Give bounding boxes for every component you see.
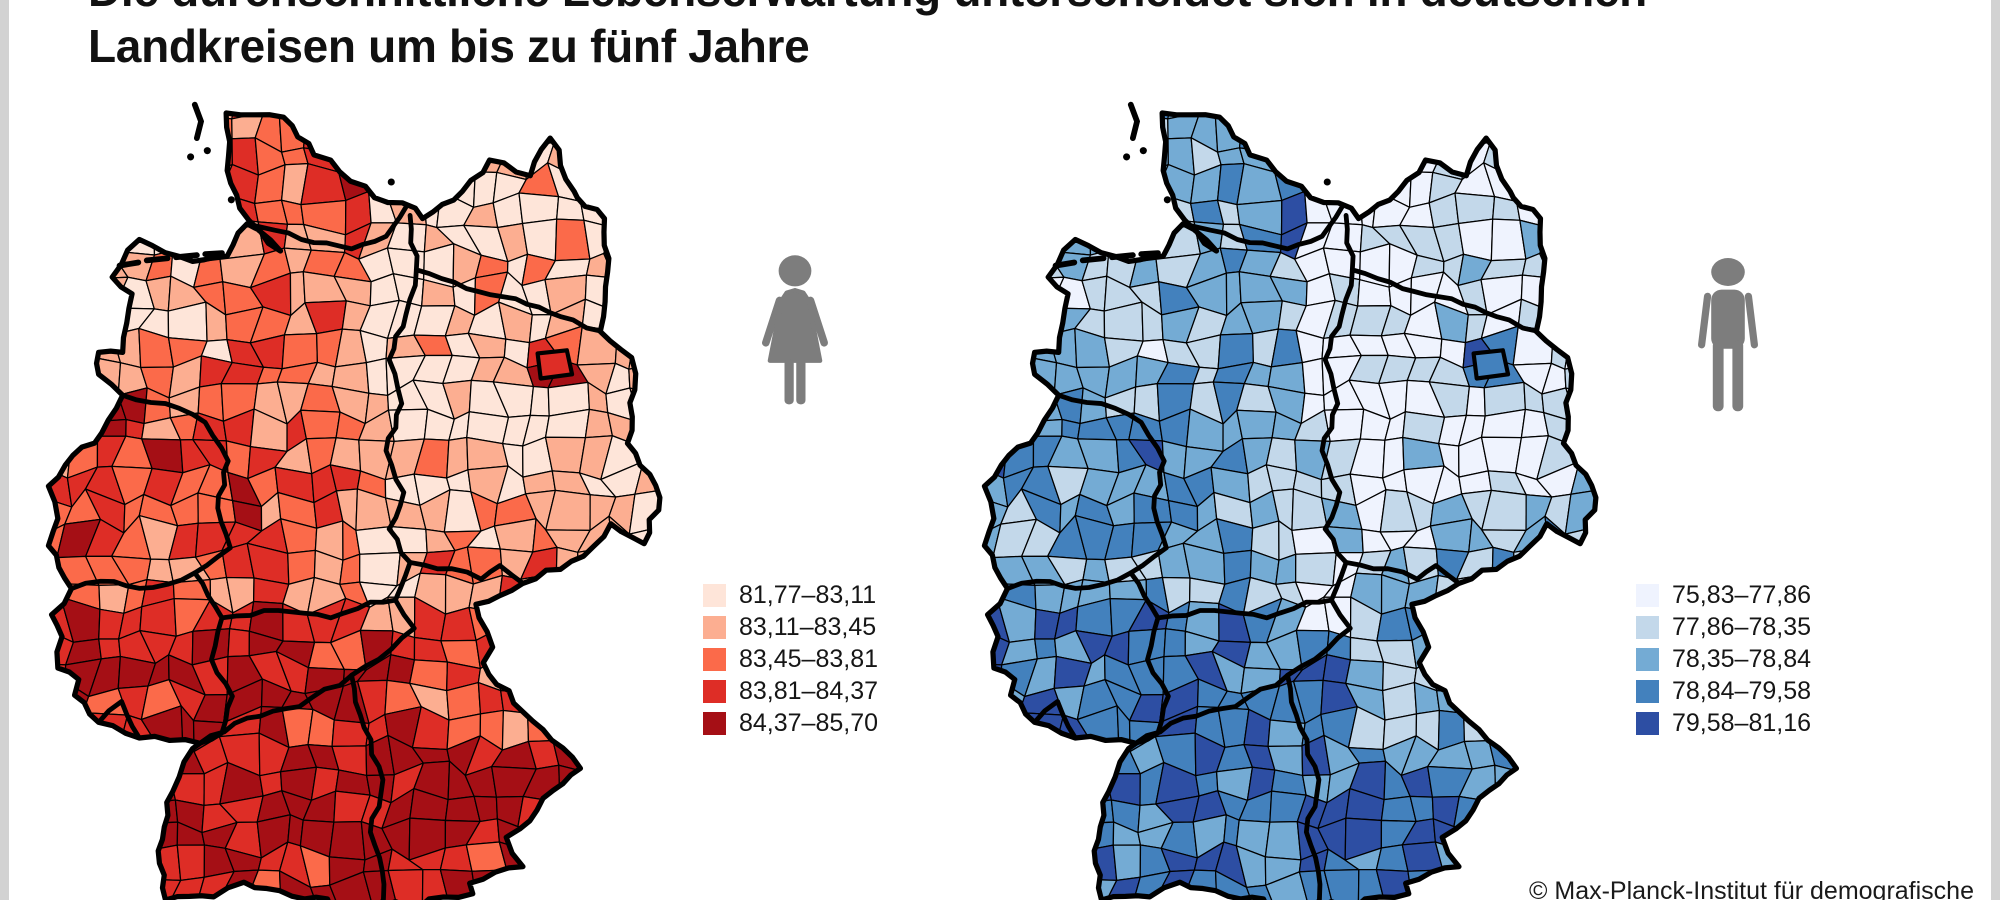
legend-label: 75,83–77,86 [1672, 581, 1812, 609]
legend-item: 83,45–83,81 [703, 645, 879, 673]
legend-label: 79,58–81,16 [1672, 709, 1812, 737]
attribution-text: © Max-Planck-Institut für demografische [1529, 877, 1974, 900]
legend-swatch [703, 584, 726, 607]
legend-swatch [703, 712, 726, 735]
legend-swatch [703, 648, 726, 671]
legend-female: 81,77–83,11 83,11–83,45 83,45–83,81 83,8… [703, 581, 879, 737]
female-icon [762, 255, 828, 405]
figure-title-line2: Landkreisen um bis zu fünf Jahre [88, 20, 810, 72]
figure-title: Die durchschnittliche Lebenserwartung un… [88, 0, 1647, 74]
legend-swatch [1636, 616, 1659, 639]
legend-swatch [1636, 712, 1659, 735]
legend-item: 77,86–78,35 [1636, 613, 1812, 641]
legend-item: 83,81–84,37 [703, 677, 879, 705]
page-gutter-left [0, 0, 9, 900]
legend-item: 75,83–77,86 [1636, 581, 1812, 609]
legend-swatch [1636, 680, 1659, 703]
legend-item: 81,77–83,11 [703, 581, 878, 609]
choropleth-map-germany-male [981, 101, 1599, 900]
legend-label: 78,84–79,58 [1672, 677, 1812, 705]
legend-label: 81,77–83,11 [739, 581, 877, 609]
legend-label: 83,81–84,37 [739, 677, 879, 705]
legend-swatch [1636, 648, 1659, 671]
legend-male: 75,83–77,86 77,86–78,35 78,35–78,84 78,8… [1636, 581, 1812, 737]
legend-item: 78,84–79,58 [1636, 677, 1812, 705]
legend-item: 83,11–83,45 [703, 613, 878, 641]
choropleth-map-germany-female [45, 101, 663, 900]
legend-label: 83,45–83,81 [739, 645, 879, 673]
legend-swatch [703, 680, 726, 703]
legend-label: 83,11–83,45 [739, 613, 877, 641]
legend-label: 84,37–85,70 [739, 709, 879, 737]
legend-swatch [1636, 584, 1659, 607]
male-icon [1698, 258, 1758, 412]
page-gutter-right [1991, 0, 2000, 900]
legend-swatch [703, 616, 726, 639]
legend-item: 78,35–78,84 [1636, 645, 1812, 673]
legend-label: 77,86–78,35 [1672, 613, 1812, 641]
legend-item: 84,37–85,70 [703, 709, 879, 737]
legend-item: 79,58–81,16 [1636, 709, 1812, 737]
legend-label: 78,35–78,84 [1672, 645, 1812, 673]
figure-title-line1: Die durchschnittliche Lebenserwartung un… [88, 0, 1647, 18]
